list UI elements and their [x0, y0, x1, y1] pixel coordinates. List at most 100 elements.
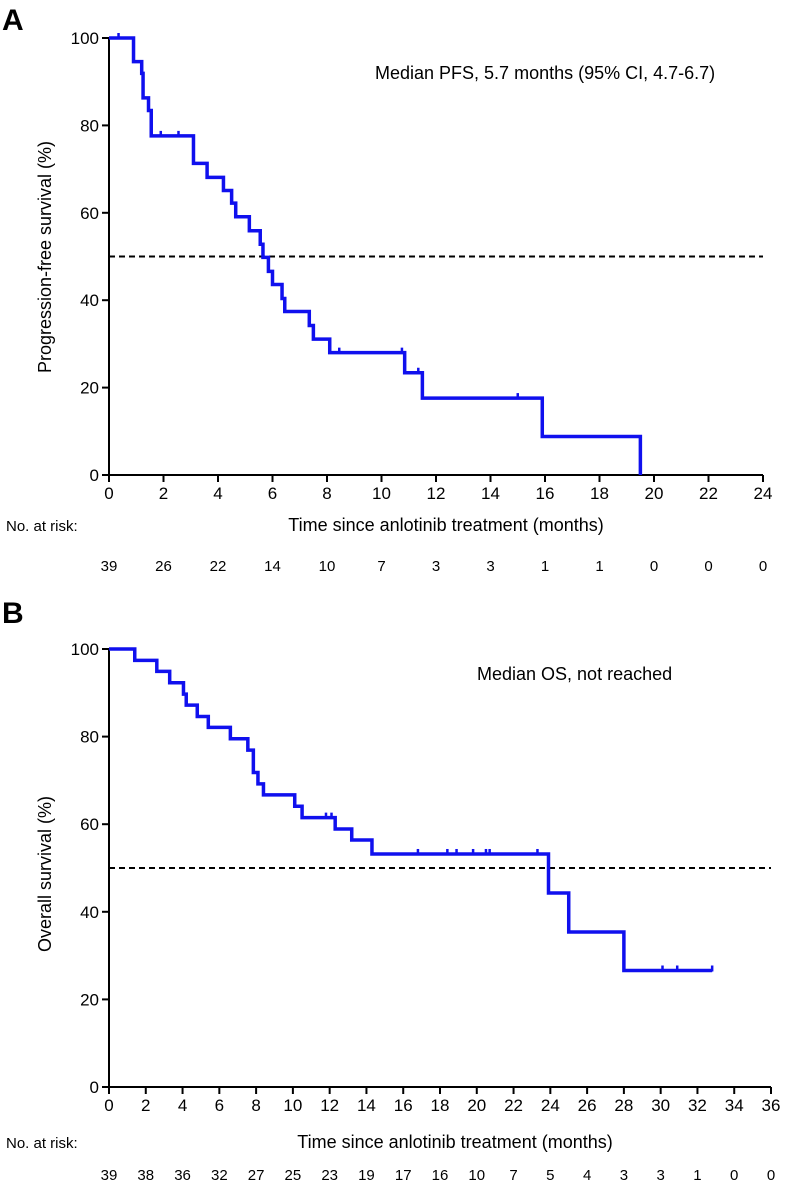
panel-b-km-series — [109, 647, 713, 973]
panel-b-x-tick-label: 16 — [394, 1096, 413, 1115]
panel-b-risk-count: 7 — [509, 1167, 517, 1184]
panel-b-censor-marks — [324, 812, 714, 972]
panel-b-risk-count: 10 — [468, 1167, 485, 1184]
panel-b-y-tick-label: 20 — [80, 990, 99, 1009]
panel-b-risk-count: 39 — [101, 1167, 118, 1184]
panel-b-x-tick-label: 0 — [104, 1096, 113, 1115]
panel-a-risk-count: 26 — [155, 558, 172, 575]
panel-b-risk-count: 3 — [656, 1167, 664, 1184]
panel-b-y-tick-label: 60 — [80, 815, 99, 834]
panel-b-risk-title: No. at risk: — [6, 1135, 78, 1152]
panel-b-risk-count: 5 — [546, 1167, 554, 1184]
panel-a-risk-count: 22 — [210, 558, 227, 575]
panel-a-risk-count: 1 — [541, 558, 549, 575]
panel-a-censor-marks — [117, 33, 519, 400]
panel-a-km-curve — [109, 36, 643, 475]
panel-b-risk-count: 25 — [285, 1167, 302, 1184]
panel-b-y-axis: 0 20 40 60 80 100 — [71, 640, 109, 1097]
panel-b-x-tick-label: 14 — [357, 1096, 376, 1115]
panel-a-risk-count: 7 — [377, 558, 385, 575]
panel-b-risk-count: 36 — [174, 1167, 191, 1184]
panel-a-x-tick-label: 22 — [699, 484, 718, 503]
panel-a-risk-count: 3 — [432, 558, 440, 575]
panel-a-letter: A — [2, 4, 24, 37]
panel-b-x-axis: 0 2 4 6 8 10 12 14 16 18 20 22 24 26 28 30 32 34 36 — [104, 1087, 780, 1115]
panel-b-x-tick-label: 30 — [651, 1096, 670, 1115]
panel-a-y-axis: 0 20 40 60 80 100 — [71, 29, 109, 485]
panel-b-risk-count: 17 — [395, 1167, 412, 1184]
panel-b-km-curve — [109, 647, 713, 973]
panel-a-y-tick-label: 40 — [80, 291, 99, 310]
panel-b-x-tick-label: 26 — [578, 1096, 597, 1115]
panel-b-risk-count: 27 — [248, 1167, 265, 1184]
panel-a-x-axis-label: Time since anlotinib treatment (months) — [288, 515, 603, 535]
panel-a-risk-count: 39 — [101, 558, 118, 575]
panel-a-risk-count: 14 — [264, 558, 281, 575]
panel-b-x-tick-label: 36 — [762, 1096, 781, 1115]
panel-b-x-tick-label: 10 — [283, 1096, 302, 1115]
panel-b-risk-table: 39 38 36 32 27 25 23 19 17 16 10 7 5 4 3 3 1 0 0 — [101, 1167, 776, 1184]
panel-b-risk-count: 19 — [358, 1167, 375, 1184]
panel-b-risk-count: 0 — [730, 1167, 738, 1184]
panel-b-x-tick-label: 12 — [320, 1096, 339, 1115]
panel-a-risk-count: 0 — [704, 558, 712, 575]
panel-b-y-tick-label: 100 — [71, 640, 99, 659]
panel-b-risk-count: 38 — [137, 1167, 154, 1184]
panel-a-x-tick-label: 2 — [159, 484, 168, 503]
panel-b-x-tick-label: 24 — [541, 1096, 560, 1115]
panel-b-x-tick-label: 28 — [614, 1096, 633, 1115]
panel-a-y-tick-label: 80 — [80, 116, 99, 135]
panel-b-x-tick-label: 34 — [725, 1096, 744, 1115]
panel-a-x-tick-label: 24 — [754, 484, 773, 503]
panel-b-risk-count: 32 — [211, 1167, 228, 1184]
panel-b-risk-count: 23 — [321, 1167, 338, 1184]
panel-a-x-tick-label: 12 — [427, 484, 446, 503]
panel-b-x-tick-label: 20 — [467, 1096, 486, 1115]
panel-a-x-tick-label: 0 — [104, 484, 113, 503]
panel-b-x-axis-label: Time since anlotinib treatment (months) — [297, 1132, 612, 1152]
panel-b-x-tick-label: 32 — [688, 1096, 707, 1115]
panel-b-x-tick-label: 8 — [251, 1096, 260, 1115]
panel-a-x-tick-label: 16 — [536, 484, 555, 503]
panel-a-risk-count: 10 — [319, 558, 336, 575]
panel-b-y-tick-label: 80 — [80, 728, 99, 747]
panel-a-x-tick-label: 20 — [645, 484, 664, 503]
panel-a-risk-table: 39 26 22 14 10 7 3 3 1 1 0 0 0 — [101, 558, 768, 575]
panel-b-x-tick-label: 6 — [215, 1096, 224, 1115]
panel-a-x-tick-label: 18 — [590, 484, 609, 503]
panel-b-risk-count: 1 — [693, 1167, 701, 1184]
panel-a-y-tick-label: 0 — [90, 466, 99, 485]
panel-a-y-tick-label: 100 — [71, 29, 99, 48]
panel-a-risk-count: 0 — [759, 558, 767, 575]
panel-a-x-tick-label: 4 — [213, 484, 222, 503]
panel-b-risk-count: 3 — [620, 1167, 628, 1184]
panel-b-y-tick-label: 0 — [90, 1078, 99, 1097]
panel-a-y-tick-label: 60 — [80, 204, 99, 223]
panel-a-risk-count: 0 — [650, 558, 658, 575]
panel-b-x-tick-label: 2 — [141, 1096, 150, 1115]
panel-a-risk-count: 1 — [595, 558, 603, 575]
panel-a-km-series — [109, 36, 643, 475]
panel-a-x-tick-label: 8 — [322, 484, 331, 503]
panel-b-x-tick-label: 4 — [178, 1096, 187, 1115]
panel-b-y-axis-label: Overall survival (%) — [35, 796, 55, 952]
panel-a-y-tick-label: 20 — [80, 379, 99, 398]
panel-b-median-annotation: Median OS, not reached — [477, 664, 672, 684]
panel-a-chart: A Median PFS, 5.7 months (95% CI, 4.7-6.… — [2, 4, 772, 575]
panel-a-x-tick-label: 10 — [372, 484, 391, 503]
panel-b-risk-count: 4 — [583, 1167, 591, 1184]
panel-b-letter: B — [2, 597, 24, 630]
panel-a-x-axis: 0 2 4 6 8 10 12 14 16 18 20 22 24 — [104, 475, 772, 503]
panel-a-risk-title: No. at risk: — [6, 518, 78, 535]
panel-a-risk-count: 3 — [486, 558, 494, 575]
panel-a-y-axis-label: Progression-free survival (%) — [35, 141, 55, 373]
panel-b-x-tick-label: 22 — [504, 1096, 523, 1115]
panel-a-median-annotation: Median PFS, 5.7 months (95% CI, 4.7-6.7) — [375, 63, 715, 83]
panel-b-risk-count: 0 — [767, 1167, 775, 1184]
panel-b-risk-count: 16 — [432, 1167, 449, 1184]
panel-a-x-tick-label: 14 — [481, 484, 500, 503]
panel-a-x-tick-label: 6 — [268, 484, 277, 503]
panel-b-y-tick-label: 40 — [80, 903, 99, 922]
